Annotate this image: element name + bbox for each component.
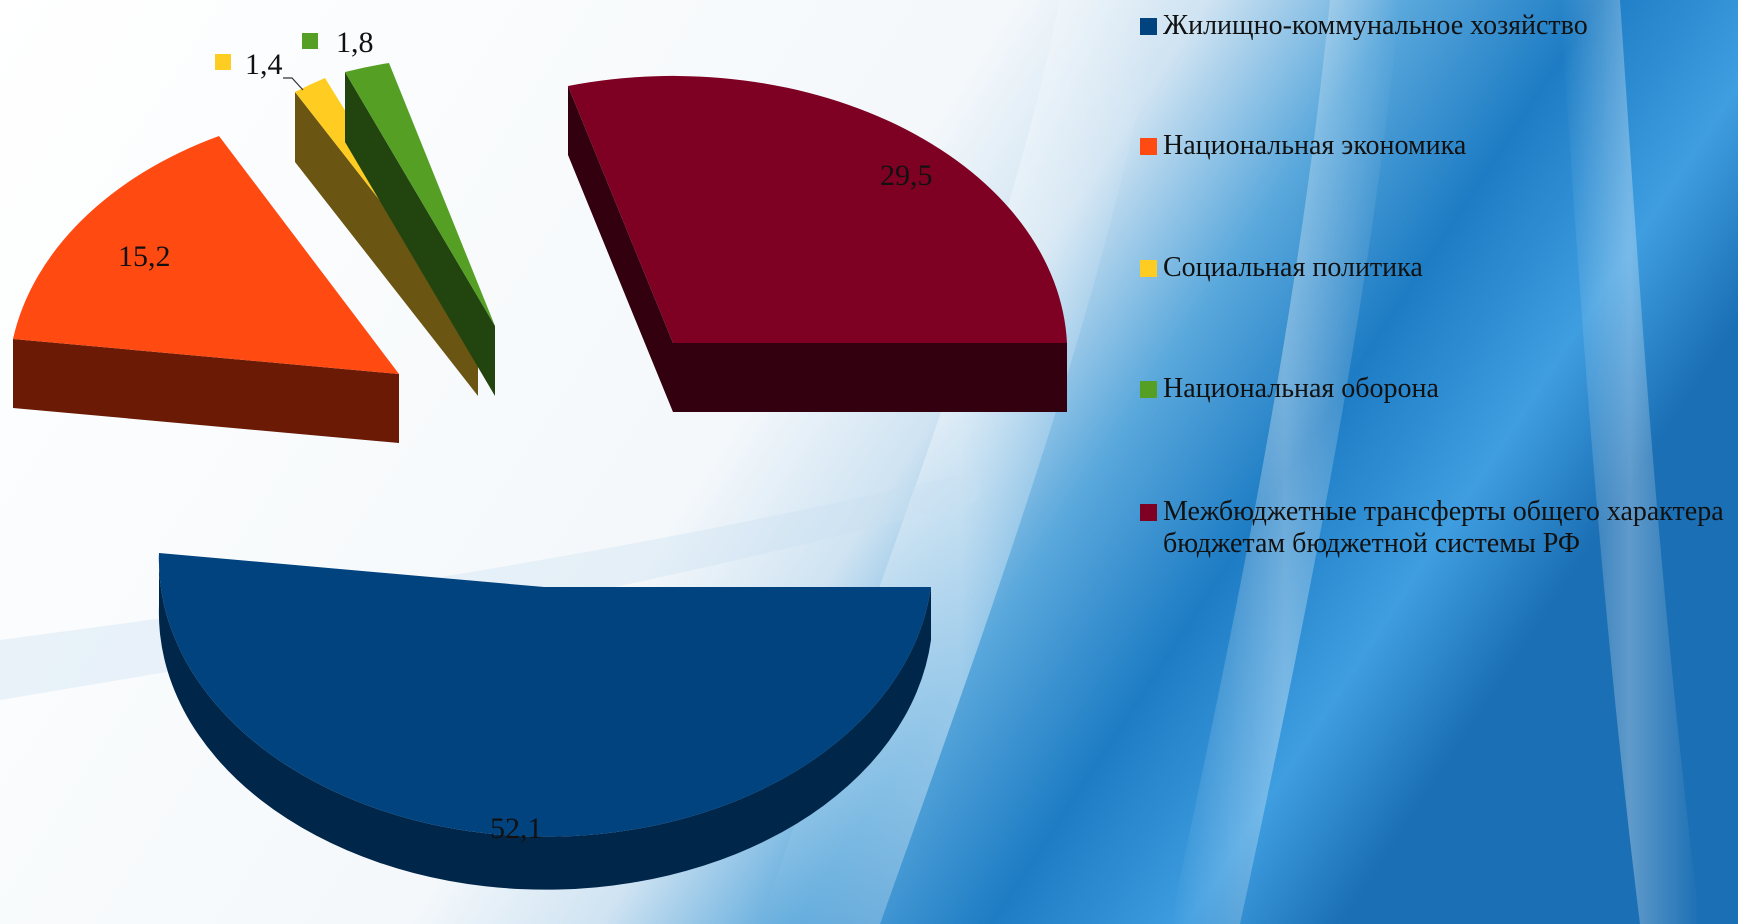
- slice-transfers-front: [673, 343, 1067, 412]
- callout-key-defense: [302, 33, 318, 49]
- value-label-economy: 15,2: [118, 240, 171, 273]
- value-labels: 29,5 15,2 1,4 1,8 52,1: [118, 26, 933, 845]
- slice-defense-top: [345, 63, 495, 326]
- slice-social-side: [295, 92, 478, 396]
- legend-item-defense: Национальная оборона: [1140, 373, 1733, 405]
- value-label-defense: 1,8: [336, 26, 374, 59]
- slice-defense: [345, 63, 495, 396]
- legend-swatch-zhkh: [1140, 18, 1157, 35]
- value-label-zhkh: 52,1: [490, 812, 543, 845]
- slice-zhkh: [158, 553, 932, 890]
- legend-swatch-economy: [1140, 138, 1157, 155]
- callout-key-social: [215, 54, 231, 70]
- legend-swatch-transfers: [1140, 504, 1157, 521]
- legend-item-transfers: Межбюджетные трансферты общего характера…: [1140, 496, 1733, 560]
- slice-transfers-side: [568, 86, 673, 412]
- legend-item-zhkh: Жилищно-коммунальное хозяйство: [1140, 10, 1733, 42]
- slice-economy-side: [13, 339, 399, 443]
- legend-item-economy: Национальная экономика: [1140, 130, 1733, 162]
- legend-swatch-social: [1140, 260, 1157, 277]
- legend-swatch-defense: [1140, 381, 1157, 398]
- value-label-social: 1,4: [245, 48, 283, 81]
- slice-defense-side: [345, 72, 495, 396]
- slice-zhkh-side: [158, 553, 931, 890]
- slice-economy: [13, 136, 399, 443]
- slice-economy-top: [13, 136, 399, 374]
- legend-item-social: Социальная политика: [1140, 252, 1733, 284]
- callout-line-social: [283, 77, 304, 91]
- slice-transfers: [568, 75, 1067, 412]
- small-slice-callouts: [215, 33, 318, 91]
- slice-zhkh-top: [158, 553, 932, 837]
- legend-label-zhkh: Жилищно-коммунальное хозяйство: [1163, 10, 1588, 41]
- legend-label-economy: Национальная экономика: [1163, 130, 1467, 161]
- value-label-transfers: 29,5: [880, 159, 933, 192]
- legend-label-defense: Национальная оборона: [1163, 373, 1439, 404]
- slice-transfers-top: [568, 75, 1067, 343]
- legend-label-social: Социальная политика: [1163, 252, 1423, 283]
- legend-label-transfers: Межбюджетные трансферты общего характера…: [1163, 496, 1724, 559]
